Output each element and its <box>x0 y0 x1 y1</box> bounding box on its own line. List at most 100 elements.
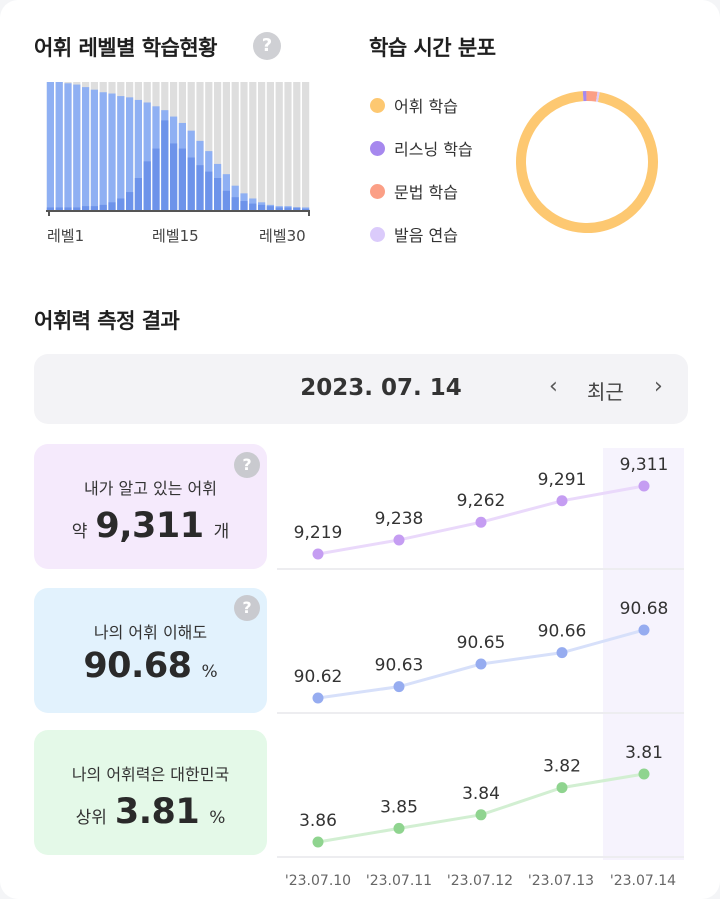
level-bar-current <box>258 204 266 210</box>
recent-button[interactable]: 최근 <box>587 380 624 404</box>
level-bar-learned <box>90 89 98 210</box>
trend-point <box>475 516 487 528</box>
level-bar-current <box>99 204 107 210</box>
known-words-value: 약 9,311 개 <box>34 506 267 546</box>
trend-point <box>556 647 568 659</box>
national-rank-label: 나의 어휘력은 대한민국 <box>71 765 230 784</box>
level-bar-current <box>187 157 195 210</box>
trend-point-label: 90.68 <box>620 599 669 619</box>
date-label-0712: '23.07.12 <box>446 873 514 889</box>
level-bar-current <box>73 207 81 210</box>
donut-slice <box>516 91 658 233</box>
row-divider <box>277 568 684 570</box>
level-bar-current <box>302 208 310 210</box>
donut-slice <box>586 91 598 102</box>
level-bar-bg <box>222 82 230 210</box>
trend-point <box>475 809 487 821</box>
trend-point-label: 90.66 <box>538 622 587 642</box>
national-rank-prefix: 상위 <box>75 808 107 828</box>
known-words-label: 내가 알고 있는 어휘 <box>83 479 218 498</box>
known-words-prefix: 약 <box>71 522 88 542</box>
trend-point-label: 9,262 <box>457 491 506 511</box>
trend-point <box>393 681 405 693</box>
level-bar-current <box>126 192 134 210</box>
level-bar-bg <box>293 82 301 210</box>
legend-vocab: 어휘 학습 <box>370 93 458 117</box>
legend-dot-listening <box>370 140 385 156</box>
level-bar-bg <box>284 82 292 210</box>
level-axis-label-15: 레벨15 <box>152 227 199 245</box>
comprehension-card: 나의 어휘 이해도 90.68% ? <box>34 588 267 713</box>
help-icon[interactable]: ? <box>234 595 260 621</box>
trend-point-label: 9,219 <box>294 523 343 543</box>
help-icon[interactable]: ? <box>253 32 281 60</box>
level-bar-learned <box>126 97 134 210</box>
level-bar-current <box>293 207 301 210</box>
level-bar-chart <box>46 82 310 216</box>
trend-charts: 9,219 9,238 9,262 9,291 9,311 90.62 90.63 90.65… <box>277 455 684 858</box>
chevron-left-icon[interactable]: ‹ <box>549 374 558 399</box>
national-rank-value: 상위 3.81% <box>34 792 267 832</box>
level-bar-learned <box>82 87 90 210</box>
level-bar-current <box>275 207 283 210</box>
legend-pronunciation: 발음 연습 <box>370 222 458 246</box>
legend-listening: 리스닝 학습 <box>370 136 473 160</box>
known-words-card: 내가 알고 있는 어휘 약 9,311 개 ? <box>34 444 267 569</box>
measure-date: 2023. 07. 14 <box>300 375 462 401</box>
date-label-0713: '23.07.13 <box>527 873 595 889</box>
latest-column-highlight <box>603 448 684 860</box>
trend-point-label: 3.85 <box>380 797 418 817</box>
known-words-number: 9,311 <box>95 506 204 546</box>
date-label-0714: '23.07.14 <box>609 873 677 889</box>
trend-point <box>312 692 324 704</box>
trend-point <box>393 534 405 546</box>
date-label-0711: '23.07.11 <box>365 873 433 889</box>
level-bar-current <box>249 203 257 210</box>
level-bar-current <box>55 207 63 210</box>
level-bar-current <box>178 148 186 210</box>
trend-point-label: 90.63 <box>375 656 424 676</box>
level-bar-current <box>117 198 125 210</box>
level-bar-learned <box>46 82 54 210</box>
level-bar-bg <box>302 82 310 210</box>
help-icon[interactable]: ? <box>234 452 260 478</box>
legend-label-vocab: 어휘 학습 <box>394 97 458 116</box>
trend-point <box>638 480 650 492</box>
national-rank-card: 나의 어휘력은 대한민국 상위 3.81% <box>34 730 267 855</box>
level-bar-bg <box>266 82 274 210</box>
level-bar-current <box>284 207 292 210</box>
trend-point <box>475 658 487 670</box>
level-bar-current <box>240 201 248 210</box>
level-bar-current <box>196 165 204 210</box>
legend-label-pronunciation: 발음 연습 <box>394 226 458 245</box>
level-bar-bg <box>231 82 239 210</box>
date-navigator: 2023. 07. 14 ‹ 최근 › <box>34 354 688 424</box>
legend-dot-vocab <box>370 97 385 113</box>
level-bar-bg <box>275 82 283 210</box>
level-bar-bg <box>249 82 257 210</box>
level-bar-learned <box>64 83 72 210</box>
trend-point-label: 90.65 <box>457 633 506 653</box>
trend-point-label: 9,291 <box>538 470 587 490</box>
legend-label-listening: 리스닝 학습 <box>394 140 473 159</box>
trend-point <box>312 548 324 560</box>
level-axis-label-1: 레벨1 <box>47 227 85 245</box>
known-words-unit: 개 <box>213 522 230 542</box>
level-axis-tick <box>48 210 50 216</box>
trend-point <box>638 624 650 636</box>
national-rank-unit: % <box>209 808 226 828</box>
trend-point-label: 90.62 <box>294 667 343 687</box>
level-bar-learned <box>117 96 125 210</box>
legend-dot-grammar <box>370 183 385 199</box>
level-bar-current <box>152 148 160 210</box>
level-axis-line <box>46 210 310 212</box>
trend-point <box>638 768 650 780</box>
trend-point-label: 3.81 <box>625 743 663 763</box>
level-bar-bg <box>205 82 213 210</box>
legend-dot-pronunciation <box>370 226 385 242</box>
level-bar-learned <box>55 82 63 210</box>
level-bar-current <box>46 207 54 210</box>
level-bar-current <box>231 197 239 210</box>
chevron-right-icon[interactable]: › <box>654 374 663 399</box>
